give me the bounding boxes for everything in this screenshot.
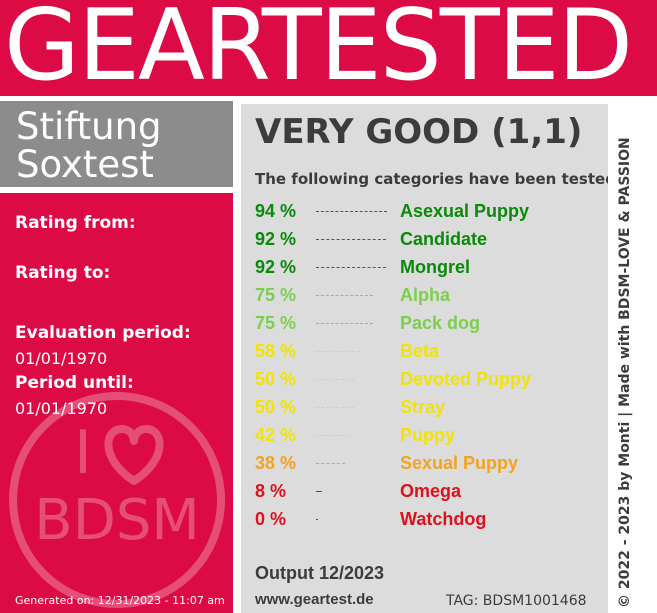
category-leader-bar: [316, 351, 360, 352]
category-leader-bar: [316, 379, 354, 380]
category-percent: 50 %: [255, 369, 297, 389]
category-leader-bar: [316, 211, 387, 212]
header-banner: GEARTESTED: [0, 0, 657, 96]
category-percent: 94 %: [255, 201, 297, 221]
category-leader-bar: [316, 463, 345, 464]
category-row: 8 % Omega: [255, 478, 600, 504]
category-percent: 92 %: [255, 229, 297, 249]
category-percent: 75 %: [255, 285, 297, 305]
category-name: Watchdog: [400, 509, 487, 529]
tag-id: TAG: BDSM1001468: [446, 593, 587, 609]
category-name: Alpha: [400, 285, 451, 305]
page-title: GEARTESTED: [4, 0, 633, 96]
category-row: 75 % Pack dog: [255, 310, 600, 336]
category-leader-bar: [316, 295, 373, 296]
category-percent: 58 %: [255, 341, 297, 361]
category-name: Mongrel: [400, 257, 470, 277]
website-link[interactable]: www.geartest.de: [255, 591, 374, 608]
category-name: Candidate: [400, 229, 488, 249]
heart-icon: [104, 425, 164, 485]
category-row: 50 % Devoted Puppy: [255, 366, 600, 392]
left-info-panel: Rating from: Rating to: Evaluation perio…: [0, 193, 233, 613]
category-leader-bar: [316, 407, 354, 408]
evaluation-period-value: 01/01/1970: [15, 349, 108, 368]
logo-bdsm-text: BDSM: [34, 488, 199, 553]
category-percent: 75 %: [255, 313, 297, 333]
category-name: Beta: [400, 341, 440, 361]
grade-heading: VERY GOOD (1,1): [255, 112, 583, 152]
i-love-bdsm-logo: I BDSM: [9, 392, 225, 608]
category-row: 58 % Beta: [255, 338, 600, 364]
category-leader-bar: [316, 491, 322, 492]
category-percent: 8 %: [255, 481, 287, 501]
brand-line-1: Stiftung: [16, 105, 162, 148]
category-leader-bar: [316, 323, 373, 324]
category-leader-bar: [316, 435, 348, 436]
category-row: 75 % Alpha: [255, 282, 600, 308]
period-until-value: 01/01/1970: [15, 399, 108, 418]
category-percent: 38 %: [255, 453, 297, 473]
category-percent: 0 %: [255, 509, 287, 529]
category-percent: 92 %: [255, 257, 297, 277]
category-name: Puppy: [400, 425, 456, 445]
category-name: Omega: [400, 481, 462, 501]
category-name: Devoted Puppy: [400, 369, 532, 389]
category-percent: 50 %: [255, 397, 297, 417]
vertical-credit: © 2022 - 2023 by Monti | Made with BDSM-…: [617, 137, 633, 608]
period-until-label: Period until:: [15, 373, 134, 393]
brand-line-2: Soxtest: [16, 143, 154, 186]
category-leader-bar: [316, 267, 386, 268]
categories-intro: The following categories have been teste…: [255, 170, 608, 188]
logo-ring: [9, 392, 225, 608]
category-row: 38 % Sexual Puppy: [255, 450, 600, 476]
category-name: Asexual Puppy: [400, 201, 530, 221]
category-name: Pack dog: [400, 313, 481, 333]
category-leader-bar: [316, 239, 386, 240]
results-panel: VERY GOOD (1,1) The following categories…: [241, 104, 608, 613]
logo-letter-i: I: [74, 418, 92, 488]
brand-box: Stiftung Soxtest: [0, 101, 233, 187]
category-row: 94 % Asexual Puppy: [255, 198, 600, 224]
category-row: 92 % Mongrel: [255, 254, 600, 280]
category-percent: 42 %: [255, 425, 297, 445]
output-date: Output 12/2023: [255, 563, 385, 583]
rating-to-label: Rating to:: [15, 263, 111, 283]
category-row: 42 % Puppy: [255, 422, 600, 448]
category-name: Stray: [400, 397, 446, 417]
category-row: 92 % Candidate: [255, 226, 600, 252]
evaluation-period-label: Evaluation period:: [15, 323, 191, 343]
category-row: 50 % Stray: [255, 394, 600, 420]
category-name: Sexual Puppy: [400, 453, 519, 473]
category-leader-bar: [316, 519, 318, 520]
generated-timestamp: Generated on: 12/31/2023 - 11:07 am: [15, 594, 225, 607]
rating-from-label: Rating from:: [15, 213, 136, 233]
category-row: 0 % Watchdog: [255, 506, 600, 532]
